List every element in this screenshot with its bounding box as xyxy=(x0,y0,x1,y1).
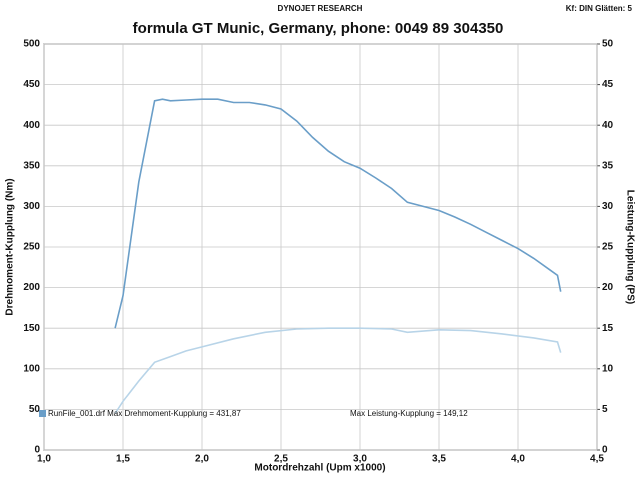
legend-label: RunFile_001.drf Max Drehmoment-Kupplung … xyxy=(48,409,241,418)
y2-tick-label: 25 xyxy=(602,242,614,253)
y-tick-label: 300 xyxy=(23,201,40,212)
y2-tick-label: 50 xyxy=(602,39,614,50)
y2-tick-label: 5 xyxy=(602,404,608,415)
header: DYNOJET RESEARCH xyxy=(278,4,363,13)
y2-tick-label: 45 xyxy=(602,79,614,90)
x-tick-label: 4,5 xyxy=(590,454,604,465)
y-tick-label: 150 xyxy=(23,323,40,334)
y-tick-label: 400 xyxy=(23,120,40,131)
legend-swatch xyxy=(39,410,46,417)
y-tick-label: 450 xyxy=(23,79,40,90)
x-tick-label: 1,5 xyxy=(116,454,130,465)
y-tick-label: 50 xyxy=(29,404,41,415)
x-tick-label: 2,0 xyxy=(195,454,209,465)
x-tick-label: 3,5 xyxy=(432,454,446,465)
chart-title: formula GT Munic, Germany, phone: 0049 8… xyxy=(133,20,504,37)
y-tick-label: 250 xyxy=(23,242,40,253)
corner-note: Kf: DIN Glätten: 5 xyxy=(566,4,633,13)
y2-tick-label: 35 xyxy=(602,160,614,171)
y-tick-label: 0 xyxy=(34,445,40,456)
x-axis-label: Motordrehzahl (Upm x1000) xyxy=(254,463,385,474)
y2-tick-label: 40 xyxy=(602,120,614,131)
y2-tick-label: 20 xyxy=(602,282,614,293)
y2-axis-label: Leistung-Kupplung (PS) xyxy=(624,190,635,304)
y-tick-label: 200 xyxy=(23,282,40,293)
y-tick-label: 100 xyxy=(23,363,40,374)
x-tick-label: 2,5 xyxy=(274,454,288,465)
y2-tick-label: 0 xyxy=(602,445,608,456)
x-tick-label: 1,0 xyxy=(37,454,51,465)
x-tick-label: 4,0 xyxy=(511,454,525,465)
y2-tick-label: 15 xyxy=(602,323,614,334)
y2-tick-label: 10 xyxy=(602,363,614,374)
y-tick-label: 350 xyxy=(23,160,40,171)
x-tick-label: 3,0 xyxy=(353,454,367,465)
y-axis-label: Drehmoment-Kupplung (Nm) xyxy=(5,178,16,315)
series-line xyxy=(114,98,562,329)
y-tick-label: 500 xyxy=(23,39,40,50)
legend-label: Max Leistung-Kupplung = 149,12 xyxy=(350,409,468,418)
y2-tick-label: 30 xyxy=(602,201,614,212)
series-line xyxy=(114,327,562,414)
